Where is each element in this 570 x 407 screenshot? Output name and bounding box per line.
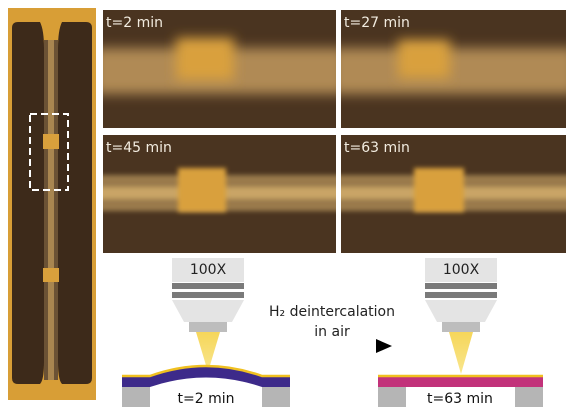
substrate-label: t=2 min (178, 391, 235, 407)
panel-label: t=27 min (344, 15, 410, 31)
objective-label: 100X (443, 262, 480, 278)
micrograph: t=27 min (331, 10, 570, 128)
arrow (272, 339, 392, 353)
substrate-label: t=63 min (427, 391, 493, 407)
micrograph: t=63 min (331, 135, 570, 253)
flake (176, 38, 234, 80)
flake (178, 168, 226, 212)
panel-label: t=2 min (106, 15, 163, 31)
channel (331, 48, 570, 94)
figure: t=2 min t=27 min t=45 min t=63 min 100X 100… (0, 0, 570, 407)
panel-label: t=63 min (344, 140, 410, 156)
micrograph: t=2 min (93, 10, 346, 128)
objective-label: 100X (190, 262, 227, 278)
device-image (8, 8, 96, 400)
flake (414, 168, 464, 212)
panel-label: t=45 min (106, 140, 172, 156)
flake (398, 40, 450, 78)
arrow-label: H₂ deintercalation (269, 304, 395, 320)
micrograph: t=45 min (93, 135, 346, 253)
arrow-label: in air (314, 324, 350, 340)
